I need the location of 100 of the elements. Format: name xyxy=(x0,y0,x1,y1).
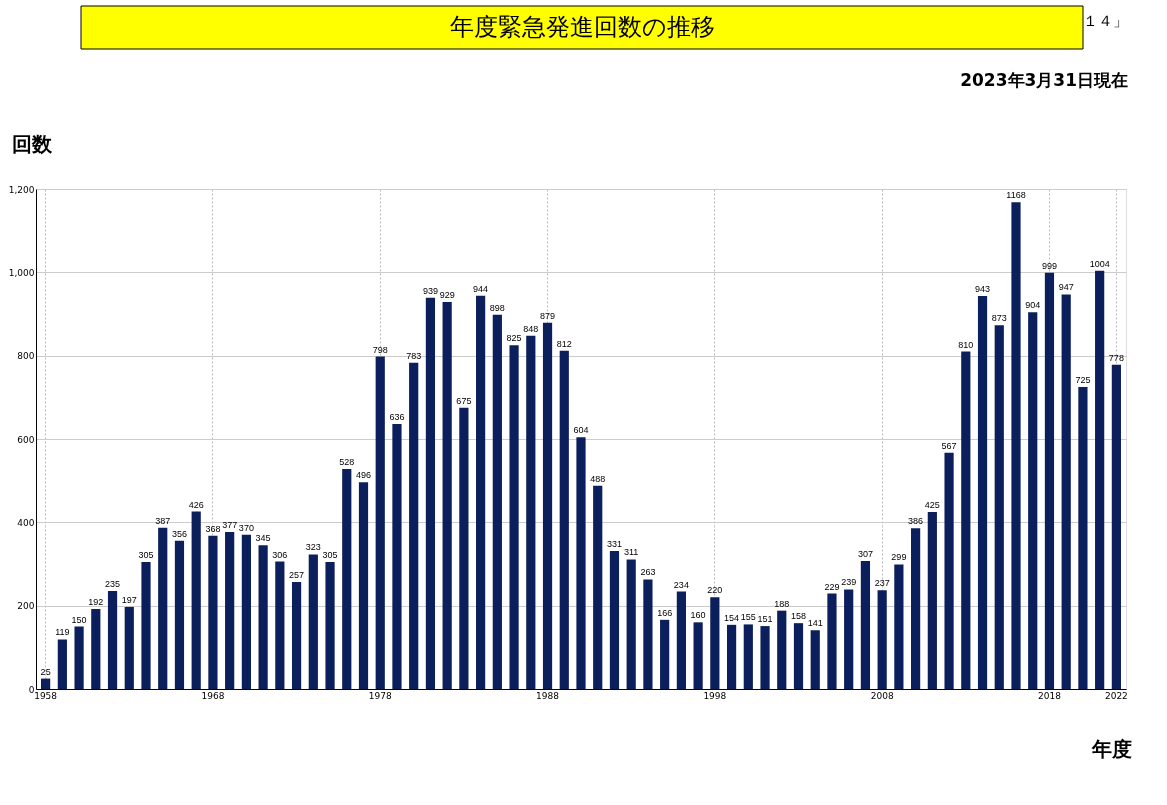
bar xyxy=(844,589,854,689)
data-label: 567 xyxy=(941,440,957,451)
bar xyxy=(927,511,937,689)
bar xyxy=(57,639,67,689)
data-label: 939 xyxy=(422,285,438,296)
data-label: 528 xyxy=(339,457,355,467)
bar xyxy=(476,295,486,689)
bar xyxy=(1028,312,1038,689)
bar xyxy=(1061,294,1071,689)
bar xyxy=(358,482,369,689)
bar xyxy=(743,624,753,689)
bar xyxy=(944,452,954,689)
data-label: 496 xyxy=(355,470,372,481)
data-label: 155 xyxy=(740,612,756,623)
y-tick-label: 600 xyxy=(17,434,35,445)
bar xyxy=(191,511,201,689)
data-label: 944 xyxy=(473,283,489,294)
bar xyxy=(559,350,569,689)
bar xyxy=(174,540,185,689)
data-label: 387 xyxy=(155,515,171,526)
data-label: 425 xyxy=(924,499,940,510)
bar xyxy=(509,345,519,689)
chart-title: 年度緊急発進回数の推移 xyxy=(449,13,715,41)
x-tick-label: 2018 xyxy=(1038,690,1062,701)
bar xyxy=(877,590,887,689)
data-label: 929 xyxy=(439,289,455,300)
data-label: 311 xyxy=(624,547,639,558)
bar xyxy=(542,322,553,689)
data-label: 1004 xyxy=(1089,258,1110,269)
data-label: 158 xyxy=(790,611,807,622)
data-label: 257 xyxy=(289,569,305,580)
data-label: 873 xyxy=(991,313,1007,324)
data-label: 783 xyxy=(406,350,422,361)
y-tick-label: 0 xyxy=(28,684,35,695)
data-label: 488 xyxy=(590,473,606,484)
data-label: 331 xyxy=(606,539,622,550)
bar xyxy=(894,564,904,689)
bar xyxy=(1078,386,1088,689)
bar xyxy=(91,609,101,689)
y-tick-label: 200 xyxy=(17,601,35,612)
data-label: 154 xyxy=(724,612,740,623)
data-label: 426 xyxy=(188,499,204,510)
x-tick-label: 1958 xyxy=(34,690,58,701)
data-label: 636 xyxy=(389,412,405,422)
x-tick-label: 1978 xyxy=(368,690,392,701)
data-label: 235 xyxy=(105,579,121,590)
data-label: 188 xyxy=(774,598,790,609)
bar xyxy=(492,314,502,689)
data-label: 263 xyxy=(640,567,656,578)
x-tick-label: 2022 xyxy=(1104,690,1128,701)
data-label: 377 xyxy=(222,519,238,530)
data-label: 141 xyxy=(807,618,823,629)
bar xyxy=(459,407,469,689)
data-label: 150 xyxy=(71,614,87,625)
bar xyxy=(827,593,837,689)
bar xyxy=(777,610,787,689)
bar xyxy=(392,424,402,689)
data-label: 323 xyxy=(305,542,321,553)
bar xyxy=(258,545,268,689)
data-label: 848 xyxy=(523,323,539,334)
bar xyxy=(660,619,670,689)
data-label: 725 xyxy=(1075,374,1091,385)
bar xyxy=(124,606,134,689)
data-label: 25 xyxy=(40,666,51,677)
data-label: 305 xyxy=(138,549,154,560)
data-label: 879 xyxy=(540,310,556,321)
bar xyxy=(693,622,703,689)
data-label: 798 xyxy=(372,344,388,355)
bar xyxy=(793,623,804,689)
data-label: 825 xyxy=(506,333,522,344)
bar xyxy=(977,296,988,689)
x-tick-label: 1998 xyxy=(703,690,727,701)
bar xyxy=(593,485,603,689)
data-label: 604 xyxy=(573,425,589,436)
data-label: 239 xyxy=(841,577,857,588)
x-tick-label: 2008 xyxy=(870,690,894,701)
bar xyxy=(107,591,118,689)
bar xyxy=(860,561,871,689)
data-label: 119 xyxy=(55,627,70,638)
bar xyxy=(158,527,168,689)
data-label: 305 xyxy=(322,549,338,560)
bar xyxy=(961,351,971,689)
bar xyxy=(225,531,235,689)
bar xyxy=(308,554,318,689)
bar xyxy=(760,626,770,689)
bar xyxy=(526,335,536,689)
bar xyxy=(442,301,452,689)
data-label: 1168 xyxy=(1006,190,1026,201)
y-tick-label: 400 xyxy=(17,517,35,528)
data-label: 356 xyxy=(171,528,187,539)
data-label: 386 xyxy=(908,516,924,527)
bar xyxy=(74,626,84,689)
data-label: 306 xyxy=(272,549,288,560)
bar xyxy=(1095,270,1105,689)
bar xyxy=(576,437,586,689)
bar xyxy=(375,356,385,689)
bar xyxy=(994,325,1004,689)
bar xyxy=(911,528,921,689)
data-label: 345 xyxy=(255,533,271,544)
data-label: 166 xyxy=(657,607,673,618)
